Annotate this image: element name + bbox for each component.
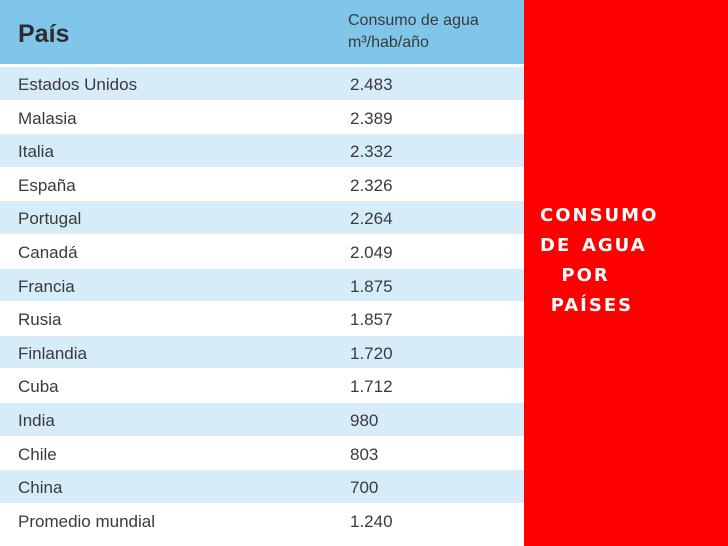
table-row: China 700 — [0, 470, 524, 504]
table-row: Promedio mundial 1.240 — [0, 504, 524, 538]
row-value: 1.857 — [350, 310, 393, 330]
row-country: España — [18, 175, 76, 195]
table-row: Malasia 2.389 — [0, 101, 524, 135]
table-row: Rusia 1.857 — [0, 302, 524, 336]
slide-title-line: DE AGUA — [540, 228, 658, 257]
slide-title-line: CONSUMO — [540, 198, 659, 227]
row-country: Italia — [18, 142, 54, 162]
slide-title-line: PAÍSES — [540, 288, 634, 317]
row-value: 803 — [350, 444, 379, 464]
header-consumption: Consumo de agua m³/hab/año — [348, 10, 479, 54]
row-value: 1.875 — [350, 276, 393, 296]
title-panel: CONSUMO DE AGUA POR PAÍSES — [524, 0, 728, 546]
row-value: 2.483 — [350, 75, 393, 94]
row-country: Estados Unidos — [18, 75, 138, 94]
row-country: Francia — [18, 276, 75, 296]
row-country: Finlandia — [18, 343, 87, 363]
table-row: Canadá 2.049 — [0, 235, 524, 269]
row-country: Cuba — [18, 377, 59, 397]
row-value: 2.264 — [350, 209, 393, 229]
slide-title: CONSUMO DE AGUA POR PAÍSES — [540, 198, 720, 318]
row-value: 700 — [350, 478, 379, 498]
table-body: Estados Unidos 2.483 Malasia 2.389 Italia 2… — [0, 67, 524, 538]
row-country: India — [18, 410, 55, 430]
row-country: Chile — [18, 444, 57, 464]
table-row: España 2.326 — [0, 168, 524, 202]
row-country: Canadá — [18, 242, 78, 262]
row-value: 2.049 — [350, 242, 393, 262]
row-value: 2.332 — [350, 142, 393, 162]
row-country: Rusia — [18, 310, 62, 330]
table-row: Finlandia 1.720 — [0, 335, 524, 370]
table-row: Chile 803 — [0, 437, 524, 471]
table-row: Francia 1.875 — [0, 268, 524, 303]
row-country: Promedio mundial — [18, 511, 156, 531]
row-country: Portugal — [18, 209, 82, 229]
table-header: País Consumo de agua m³/hab/año — [0, 0, 524, 64]
header-consumption-line1: Consumo de agua — [348, 12, 479, 29]
table-row: Estados Unidos 2.483 — [0, 67, 524, 101]
row-value: 2.326 — [350, 175, 393, 195]
table-row: Portugal 2.264 — [0, 201, 524, 235]
header-consumption-unit: m³/hab/año — [348, 34, 429, 51]
row-value: 1.240 — [350, 511, 393, 531]
row-value: 980 — [350, 410, 379, 430]
slide-title-line: POR — [540, 258, 610, 287]
row-country: Malasia — [18, 108, 77, 128]
table-row: India 980 — [0, 402, 524, 437]
row-value: 1.712 — [350, 377, 393, 397]
row-value: 1.720 — [350, 343, 393, 363]
table-row: Cuba 1.712 — [0, 369, 524, 403]
row-value: 2.389 — [350, 108, 393, 128]
water-consumption-table: País Consumo de agua m³/hab/año Estados … — [0, 0, 524, 538]
header-country: País — [18, 20, 70, 48]
table-row: Italia 2.332 — [0, 134, 524, 168]
row-country: China — [18, 478, 63, 498]
